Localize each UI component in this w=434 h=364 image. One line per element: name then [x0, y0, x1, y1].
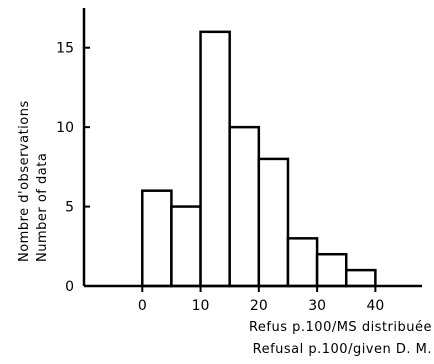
- y-tick-label-0: 0: [65, 279, 74, 295]
- y-tick-label-5: 5: [65, 200, 74, 216]
- x-ticks-group: 0 10 20 30 40: [138, 286, 384, 314]
- histogram-bar-4: [257, 157, 290, 288]
- histogram-bar-3: [228, 125, 261, 288]
- y-axis-title-line-1: Nombre d'observations: [17, 100, 32, 262]
- y-axis-title: Nombre d'observations Number of data: [17, 100, 50, 262]
- histogram-bar-7: [344, 268, 377, 288]
- histogram-bar-5: [286, 237, 319, 288]
- histogram-bar-2: [199, 30, 231, 288]
- x-axis-title-line-1: Refus p.100/MS distribuée: [249, 320, 432, 335]
- x-axis-title-line-2: Refusal p.100/given D. M.: [253, 342, 432, 357]
- x-tick-label-40: 40: [366, 298, 384, 314]
- x-tick-label-30: 30: [308, 298, 326, 314]
- bars-group: [141, 30, 377, 288]
- y-tick-label-10: 10: [56, 120, 74, 136]
- x-tick-label-0: 0: [138, 298, 147, 314]
- x-tick-label-20: 20: [250, 298, 268, 314]
- x-tick-label-10: 10: [192, 298, 210, 314]
- histogram-bar-1: [170, 205, 202, 288]
- histogram-bar-0: [141, 189, 173, 288]
- y-axis-title-line-2: Number of data: [35, 153, 50, 262]
- histogram-bar-6: [315, 252, 348, 288]
- y-ticks-group: 0 5 10 15: [56, 41, 90, 295]
- y-tick-label-15: 15: [56, 41, 74, 57]
